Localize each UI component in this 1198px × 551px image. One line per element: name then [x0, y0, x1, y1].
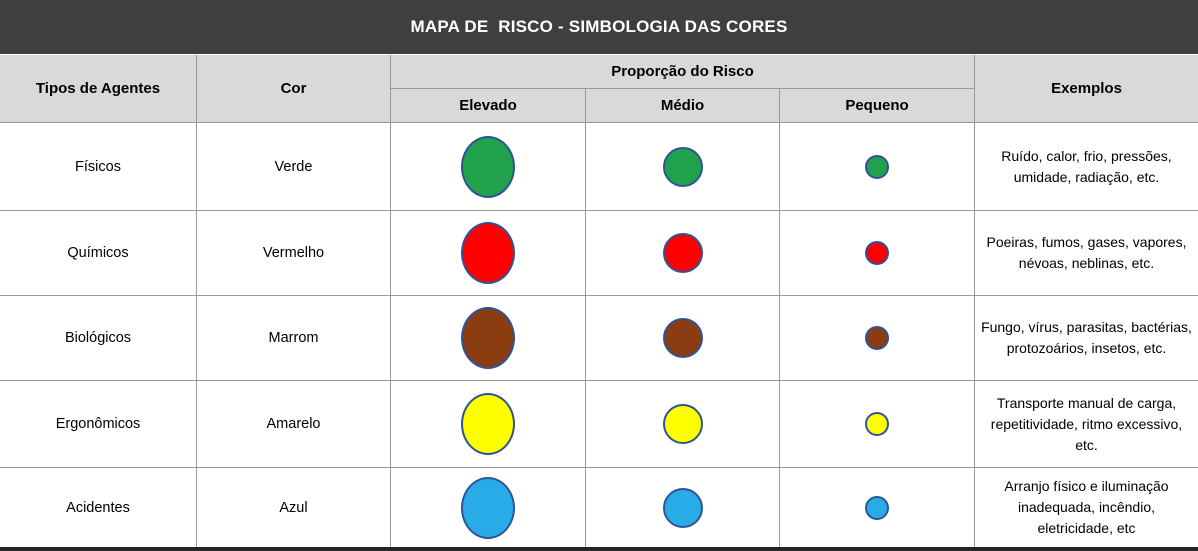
- risk-circle-elevado: [461, 222, 515, 284]
- title-bar: MAPA DE RISCO - SIMBOLOGIA DAS CORES: [0, 0, 1198, 54]
- page-title: MAPA DE RISCO - SIMBOLOGIA DAS CORES: [410, 17, 788, 36]
- agent-name: Químicos: [0, 211, 196, 295]
- examples-text: Poeiras, fumos, gases, vapores, névoas, …: [975, 211, 1198, 295]
- table-cell: [780, 211, 974, 295]
- table-cell: [780, 381, 974, 467]
- risk-circle-medio: [662, 404, 703, 444]
- table-cell: [780, 296, 974, 380]
- risk-circle-elevado: [461, 135, 515, 198]
- header-exemplos: Exemplos: [975, 55, 1198, 122]
- agent-name: Acidentes: [0, 468, 196, 547]
- risk-circle-pequeno: [865, 412, 889, 436]
- table-cell: [586, 123, 779, 210]
- table-cell: [391, 296, 585, 380]
- risk-circle-pequeno: [865, 154, 889, 179]
- risk-circle-medio: [662, 318, 703, 358]
- agent-name: Ergonômicos: [0, 381, 196, 467]
- examples-text: Transporte manual de carga, repetitivida…: [975, 381, 1198, 467]
- header-tipos-de-agentes: Tipos de Agentes: [0, 55, 196, 122]
- table-cell: [391, 468, 585, 547]
- color-name: Amarelo: [197, 381, 390, 467]
- header-elevado: Elevado: [391, 89, 585, 122]
- risk-circle-elevado: [461, 307, 515, 369]
- examples-text: Ruído, calor, frio, pressões, umidade, r…: [975, 123, 1198, 210]
- table-bottom-border: [0, 547, 1198, 551]
- header-medio: Médio: [586, 89, 779, 122]
- agent-name: Físicos: [0, 123, 196, 210]
- table-cell: [586, 211, 779, 295]
- color-name: Verde: [197, 123, 390, 210]
- examples-text: Fungo, vírus, parasitas, bactérias, prot…: [975, 296, 1198, 380]
- color-name: Vermelho: [197, 211, 390, 295]
- table-cell: [586, 296, 779, 380]
- risk-table: Tipos de Agentes Cor Proporção do Risco …: [0, 55, 1198, 547]
- risk-circle-pequeno: [865, 241, 889, 265]
- color-name: Marrom: [197, 296, 390, 380]
- table-cell: [586, 381, 779, 467]
- table-cell: [391, 381, 585, 467]
- table-cell: [780, 468, 974, 547]
- risk-circle-elevado: [461, 393, 515, 455]
- table-cell: [391, 211, 585, 295]
- color-name: Azul: [197, 468, 390, 547]
- header-cor: Cor: [197, 55, 390, 122]
- risk-circle-medio: [662, 146, 703, 187]
- agent-name: Biológicos: [0, 296, 196, 380]
- table-cell: [586, 468, 779, 547]
- table-cell: [391, 123, 585, 210]
- risk-circle-medio: [662, 487, 703, 528]
- table-cell: [780, 123, 974, 210]
- risk-circle-pequeno: [865, 326, 889, 350]
- risk-circle-pequeno: [865, 495, 889, 520]
- risk-circle-medio: [662, 233, 703, 273]
- header-pequeno: Pequeno: [780, 89, 974, 122]
- risk-circle-elevado: [461, 476, 515, 539]
- examples-text: Arranjo físico e iluminação inadequada, …: [975, 468, 1198, 547]
- header-proporcao-do-risco: Proporção do Risco: [391, 55, 974, 88]
